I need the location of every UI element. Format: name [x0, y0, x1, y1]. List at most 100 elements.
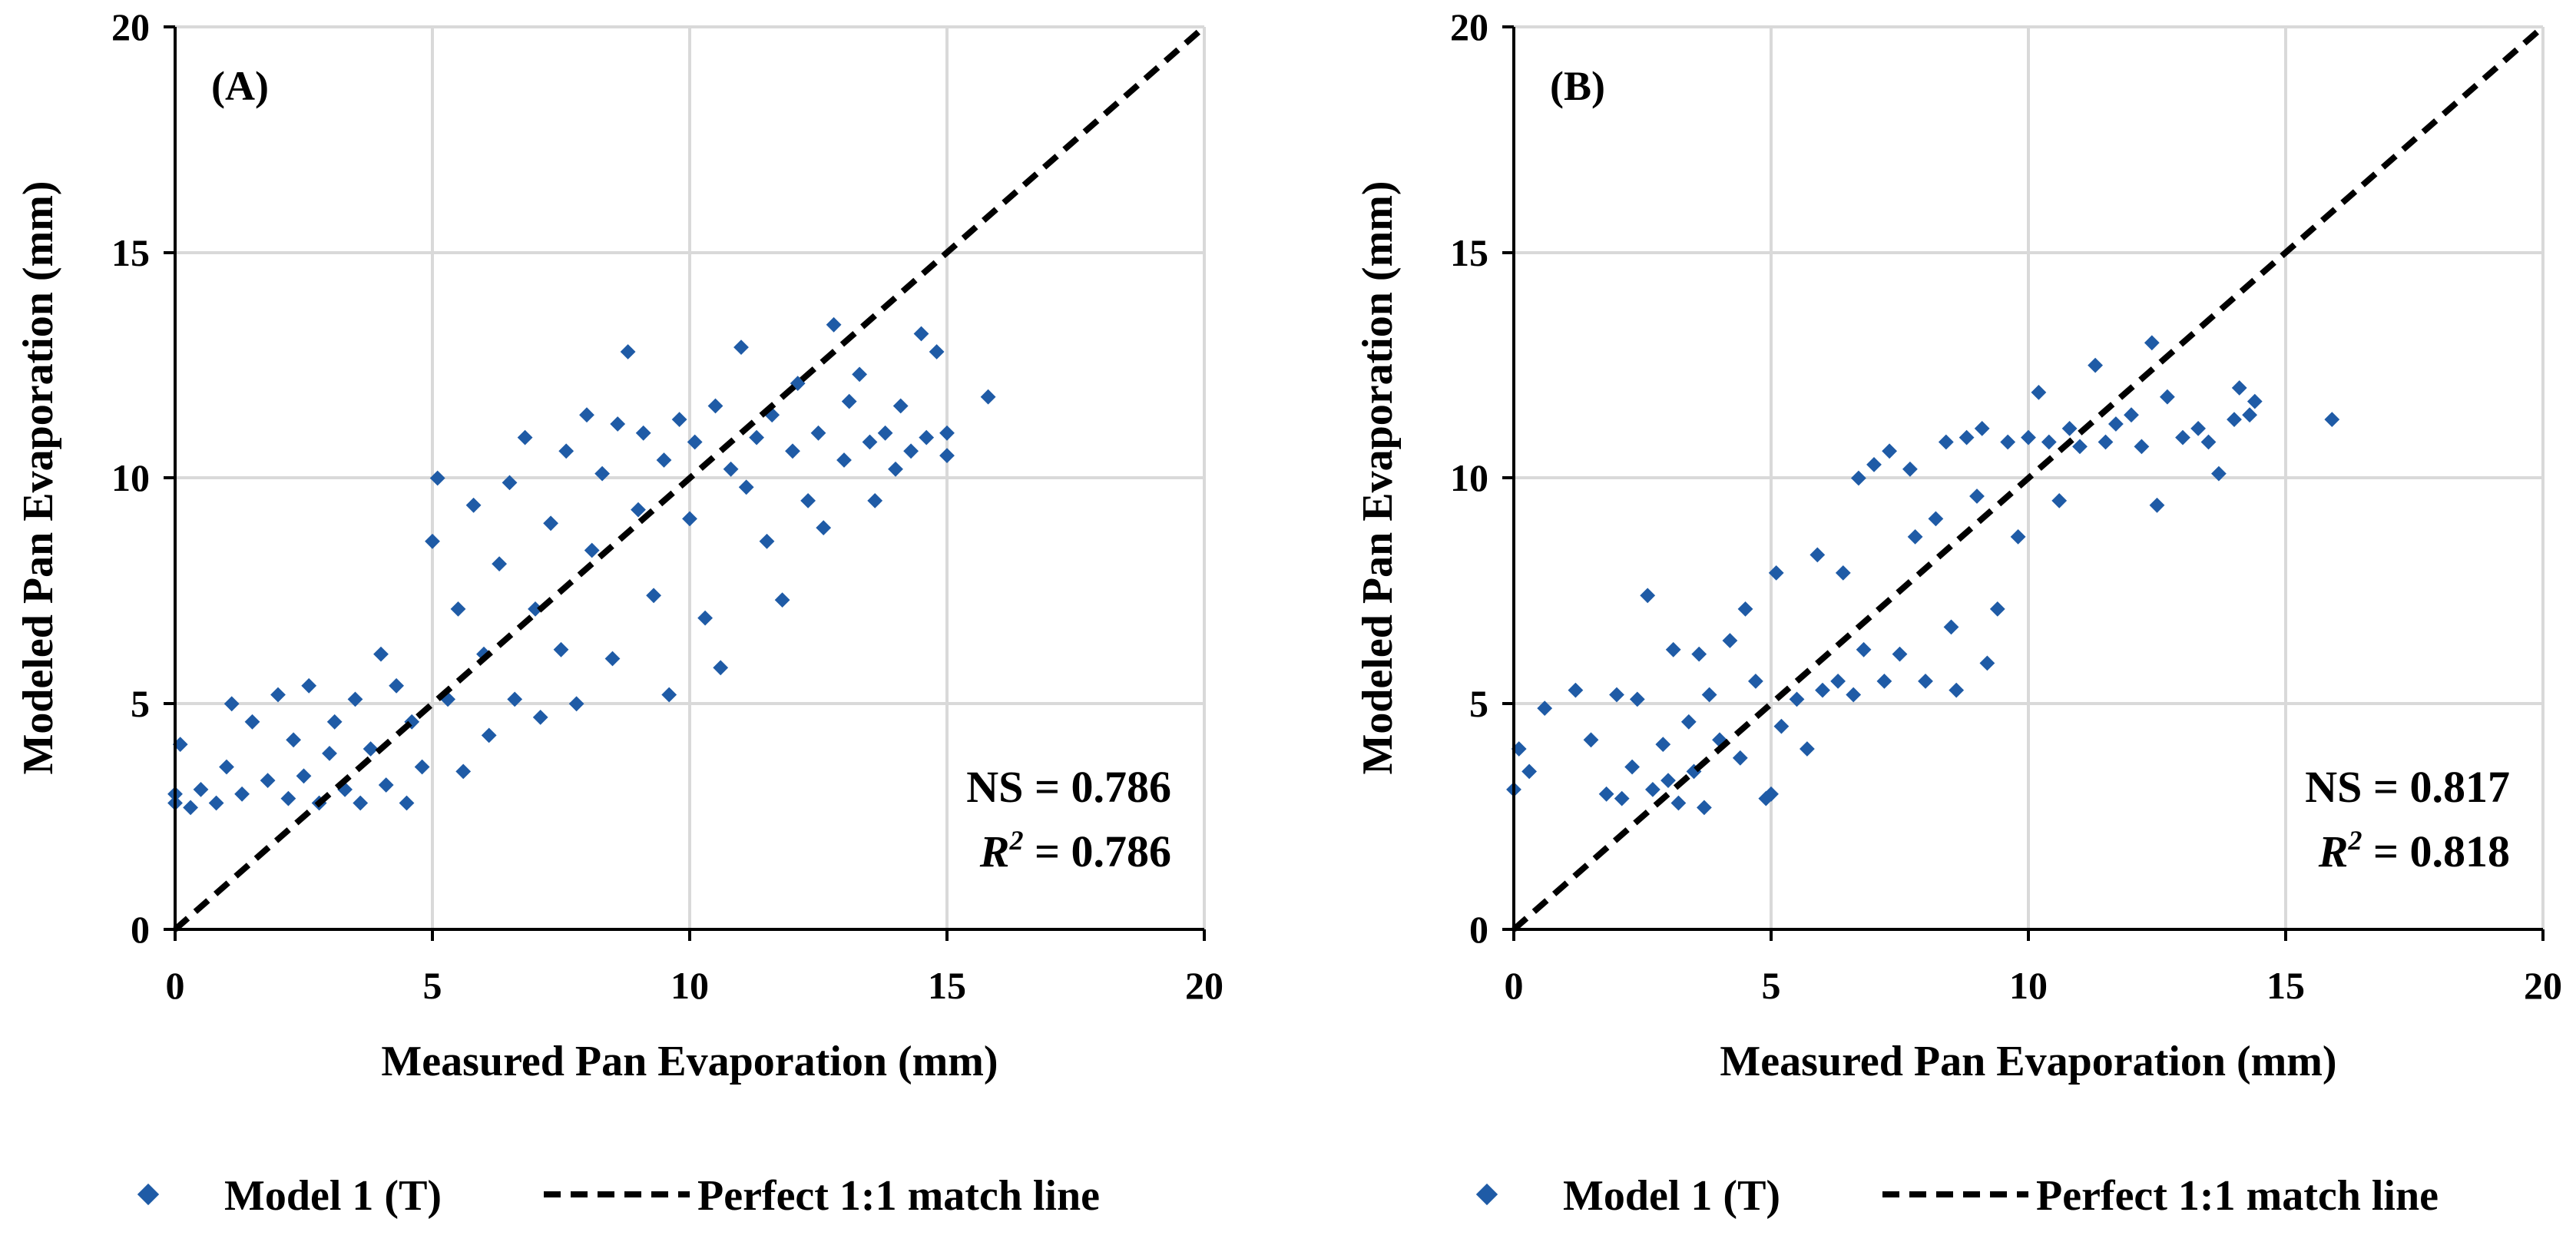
panel-b-points: [1506, 335, 2340, 816]
panel-a-point-64: [723, 461, 739, 477]
panel-a-point-22: [363, 741, 379, 757]
panel-b-label: (B): [1550, 63, 1605, 109]
panel-a-label: (A): [211, 63, 269, 109]
panel-a-legend-line-label: Perfect 1:1 match line: [697, 1172, 1100, 1220]
panel-a-point-79: [852, 366, 867, 383]
panel-b-point-19: [1691, 646, 1707, 662]
panel-a-point-52: [620, 344, 636, 359]
panel-a-xtick-20: 20: [1185, 964, 1223, 1007]
panel-a-point-42: [532, 710, 548, 725]
panel-a: 20 15 10 5 0 0 5 10 15 20 Measured Pan E…: [15, 5, 1223, 1220]
panel-b-point-40: [1866, 457, 1882, 472]
panel-a-point-90: [939, 448, 955, 463]
panel-b-point-24: [1732, 750, 1748, 766]
panel-b-point-6: [1598, 786, 1614, 802]
panel-b-point-75: [2211, 465, 2227, 482]
panel-b-point-44: [1902, 461, 1918, 477]
panel-b-point-28: [1763, 786, 1779, 802]
panel-a-point-36: [481, 727, 497, 744]
panel-a-point-49: [594, 465, 610, 482]
panel-b-point-26: [1748, 674, 1763, 689]
panel-b-legend-line-label: Perfect 1:1 match line: [2036, 1172, 2439, 1220]
panel-a-point-28: [414, 759, 430, 775]
panel-a-ns-stat: NS = 0.786: [966, 762, 1171, 812]
panel-b-point-30: [1773, 718, 1790, 734]
panel-b-point-38: [1851, 470, 1866, 486]
panel-a-r2-superscript: 2: [1008, 825, 1023, 856]
panel-b-point-25: [1737, 601, 1753, 617]
panel-b-point-31: [1789, 691, 1805, 707]
panel-b-point-61: [2051, 493, 2068, 508]
panel-a-point-32: [450, 601, 466, 617]
panel-b-ytick-10: 10: [1450, 456, 1488, 499]
panel-a-legend: Model 1 (T) Perfect 1:1 match line: [137, 1172, 1100, 1220]
panel-b-point-73: [2190, 421, 2206, 436]
panel-a-point-84: [892, 398, 909, 414]
panel-b-point-49: [1943, 619, 1959, 635]
panel-b-point-76: [2227, 412, 2242, 427]
panel-b-axes: [1502, 25, 2545, 941]
panel-b-xtick-0: 0: [1505, 964, 1524, 1007]
panel-a-point-71: [785, 443, 800, 459]
panel-b-point-15: [1665, 641, 1681, 657]
panel-a-point-65: [733, 339, 749, 355]
panel-a-point-50: [604, 651, 621, 667]
panel-a-point-14: [296, 768, 312, 784]
panel-b: 20 15 10 5 0 0 5 10 15 20 Measured Pan E…: [1354, 5, 2562, 1220]
panel-a-point-60: [687, 434, 703, 450]
panel-b-point-41: [1876, 674, 1892, 689]
panel-b-r2-stat: R2 = 0.818: [2318, 825, 2510, 876]
panel-a-xtick-5: 5: [423, 964, 442, 1007]
panel-a-point-6: [219, 759, 234, 775]
panel-b-point-72: [2175, 429, 2190, 445]
panel-a-point-81: [867, 493, 883, 508]
panel-b-legend: Model 1 (T) Perfect 1:1 match line: [1475, 1172, 2439, 1220]
panel-b-point-35: [1830, 674, 1846, 689]
panel-b-point-9: [1624, 759, 1640, 775]
panel-a-point-20: [347, 691, 363, 707]
panel-a-point-76: [826, 316, 842, 333]
panel-a-point-23: [373, 646, 389, 662]
panel-b-point-23: [1722, 633, 1738, 648]
panel-a-point-25: [389, 677, 404, 694]
panel-b-x-axis-title: Measured Pan Evaporation (mm): [1720, 1038, 2336, 1085]
panel-a-point-44: [553, 641, 569, 657]
panel-a-point-30: [429, 470, 445, 486]
panel-b-point-47: [1928, 511, 1944, 527]
panel-a-ytick-0: 0: [131, 908, 150, 951]
panel-a-ytick-5: 5: [131, 682, 150, 725]
panel-a-point-34: [465, 497, 482, 513]
panel-b-xtick-10: 10: [2009, 964, 2048, 1007]
panel-a-point-80: [862, 434, 878, 450]
panel-a-point-47: [579, 407, 594, 423]
panel-b-point-45: [1907, 529, 1923, 545]
panel-a-legend-marker: [137, 1183, 160, 1206]
panel-b-point-74: [2200, 434, 2217, 450]
panel-a-axes: [164, 25, 1206, 941]
panel-b-point-43: [1892, 646, 1908, 662]
panel-b-point-29: [1768, 565, 1784, 581]
panel-b-point-78: [2242, 407, 2257, 423]
panel-a-point-3: [183, 800, 198, 816]
panel-a-point-41: [528, 601, 543, 617]
panel-b-ytick-15: 15: [1450, 231, 1488, 274]
panel-b-point-48: [1938, 434, 1954, 450]
panel-a-point-74: [810, 425, 826, 441]
panel-a-one-to-one-line: [173, 24, 1207, 932]
panel-a-point-88: [929, 344, 945, 359]
panel-a-point-48: [584, 542, 600, 558]
panel-a-point-21: [353, 795, 369, 811]
panel-b-point-80: [2324, 412, 2340, 427]
panel-b-point-54: [1979, 655, 1995, 671]
panel-a-r2-symbol: R: [979, 826, 1010, 876]
panel-a-point-24: [378, 777, 394, 793]
panel-a-point-46: [568, 696, 584, 712]
panel-b-point-68: [2134, 439, 2150, 455]
panel-a-r2-value: = 0.786: [1023, 826, 1171, 876]
panel-a-point-37: [492, 556, 507, 571]
panel-a-point-12: [280, 790, 296, 806]
panel-b-point-65: [2098, 434, 2114, 450]
panel-b-point-20: [1697, 800, 1712, 816]
panel-a-point-78: [841, 393, 857, 409]
